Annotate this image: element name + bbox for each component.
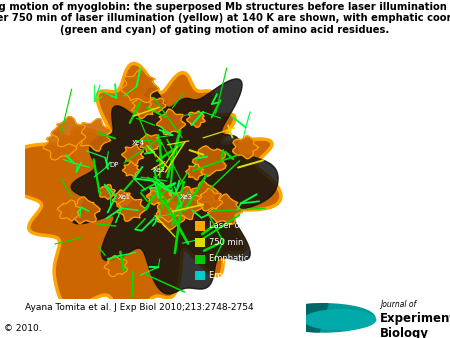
- Polygon shape: [112, 190, 132, 207]
- Polygon shape: [122, 145, 144, 164]
- Polygon shape: [99, 185, 115, 199]
- Circle shape: [272, 304, 375, 332]
- Polygon shape: [117, 195, 145, 221]
- Polygon shape: [146, 183, 173, 206]
- Text: Laser off: Laser off: [209, 221, 246, 231]
- Text: Xe2: Xe2: [153, 167, 166, 173]
- Polygon shape: [122, 162, 140, 176]
- Bar: [195, 271, 205, 281]
- Polygon shape: [104, 256, 128, 277]
- Bar: [195, 221, 205, 231]
- Polygon shape: [165, 187, 202, 219]
- Wedge shape: [272, 304, 328, 332]
- Polygon shape: [149, 98, 166, 113]
- Polygon shape: [156, 201, 180, 222]
- Text: 750 min: 750 min: [209, 238, 243, 247]
- Polygon shape: [51, 117, 86, 147]
- Polygon shape: [132, 95, 158, 118]
- Polygon shape: [70, 197, 100, 224]
- Polygon shape: [156, 204, 185, 230]
- Text: Xe1: Xe1: [118, 194, 131, 200]
- Polygon shape: [208, 194, 242, 224]
- Polygon shape: [71, 79, 278, 294]
- Text: DP: DP: [109, 162, 118, 168]
- Circle shape: [304, 310, 376, 330]
- Text: Biology: Biology: [380, 327, 429, 338]
- Polygon shape: [187, 111, 205, 127]
- Polygon shape: [233, 136, 258, 159]
- Polygon shape: [121, 69, 159, 103]
- Text: Experimental: Experimental: [380, 312, 450, 325]
- Text: Emphatic 1: Emphatic 1: [209, 255, 256, 264]
- Bar: [195, 255, 205, 264]
- Polygon shape: [43, 130, 76, 160]
- Text: Xe3: Xe3: [180, 194, 194, 200]
- Text: Breathing motion of myoglobin: the superposed Mb structures before laser illumin: Breathing motion of myoglobin: the super…: [0, 2, 450, 35]
- Polygon shape: [157, 109, 185, 135]
- Text: Xe4: Xe4: [132, 140, 144, 146]
- Polygon shape: [58, 200, 81, 221]
- Polygon shape: [193, 146, 226, 176]
- Polygon shape: [75, 119, 112, 151]
- Polygon shape: [147, 190, 163, 205]
- Polygon shape: [140, 134, 162, 153]
- Text: © 2010.: © 2010.: [4, 324, 42, 333]
- Text: Ayana Tomita et al. J Exp Biol 2010;213:2748-2754: Ayana Tomita et al. J Exp Biol 2010;213:…: [25, 303, 253, 312]
- Polygon shape: [192, 181, 218, 204]
- Text: Journal of: Journal of: [380, 300, 416, 309]
- Polygon shape: [3, 64, 281, 318]
- Polygon shape: [197, 189, 223, 211]
- Text: Emphatic 2: Emphatic 2: [209, 271, 256, 280]
- Bar: [195, 238, 205, 247]
- Polygon shape: [186, 164, 203, 180]
